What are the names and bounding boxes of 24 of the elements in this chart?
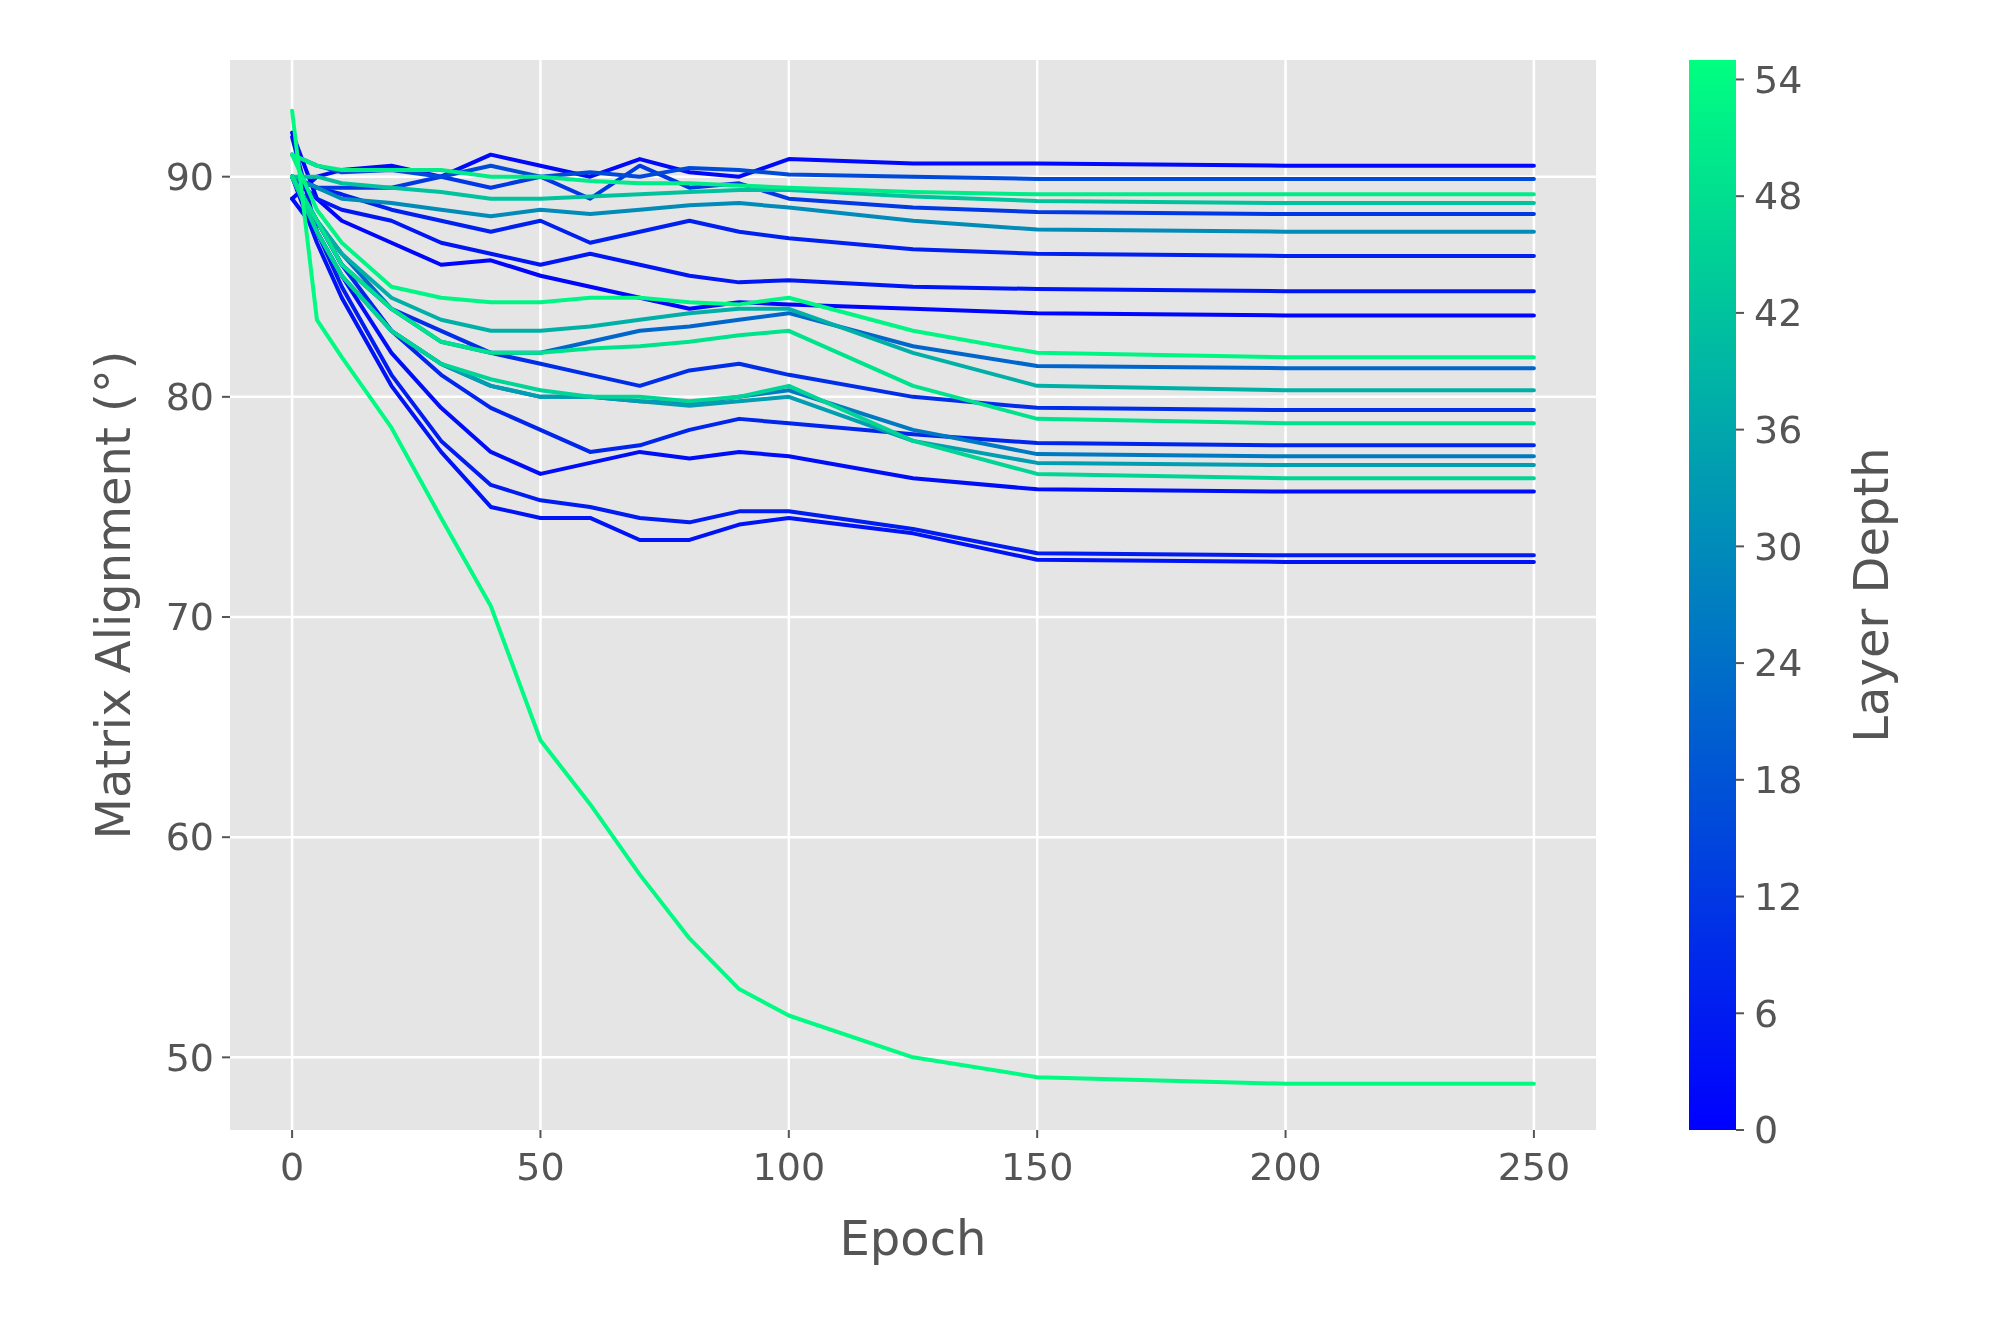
color-bar-label: 36	[1754, 407, 1803, 452]
color-bar-label: 48	[1754, 174, 1803, 219]
y-tick-label: 90	[165, 154, 214, 199]
x-axis-title: Epoch	[839, 1210, 987, 1266]
color-bar-label: 18	[1754, 758, 1803, 803]
x-tick-label: 100	[752, 1145, 826, 1189]
color-bar-label: 0	[1754, 1108, 1779, 1153]
x-tick-label: 200	[1249, 1145, 1322, 1189]
y-tick-label: 60	[165, 815, 214, 860]
x-tick-label: 250	[1497, 1145, 1571, 1189]
color-bar-label: 42	[1754, 291, 1803, 336]
y-axis-title: Matrix Alignment (°)	[85, 350, 141, 840]
y-tick-label: 80	[165, 375, 214, 420]
x-tick-label: 150	[1000, 1145, 1074, 1189]
y-tick-label: 70	[165, 595, 214, 640]
x-tick-label: 50	[516, 1145, 565, 1189]
color-bar-label: 24	[1754, 641, 1803, 686]
color-bar-label: 30	[1754, 524, 1803, 569]
y-tick-label: 50	[165, 1035, 214, 1080]
color-bar-label: 12	[1754, 874, 1803, 919]
color-bar-label: 6	[1754, 991, 1779, 1036]
color-bar-title: Layer Depth	[1843, 447, 1899, 743]
x-tick-label: 0	[280, 1145, 305, 1189]
color-bar-label: 54	[1754, 57, 1803, 102]
